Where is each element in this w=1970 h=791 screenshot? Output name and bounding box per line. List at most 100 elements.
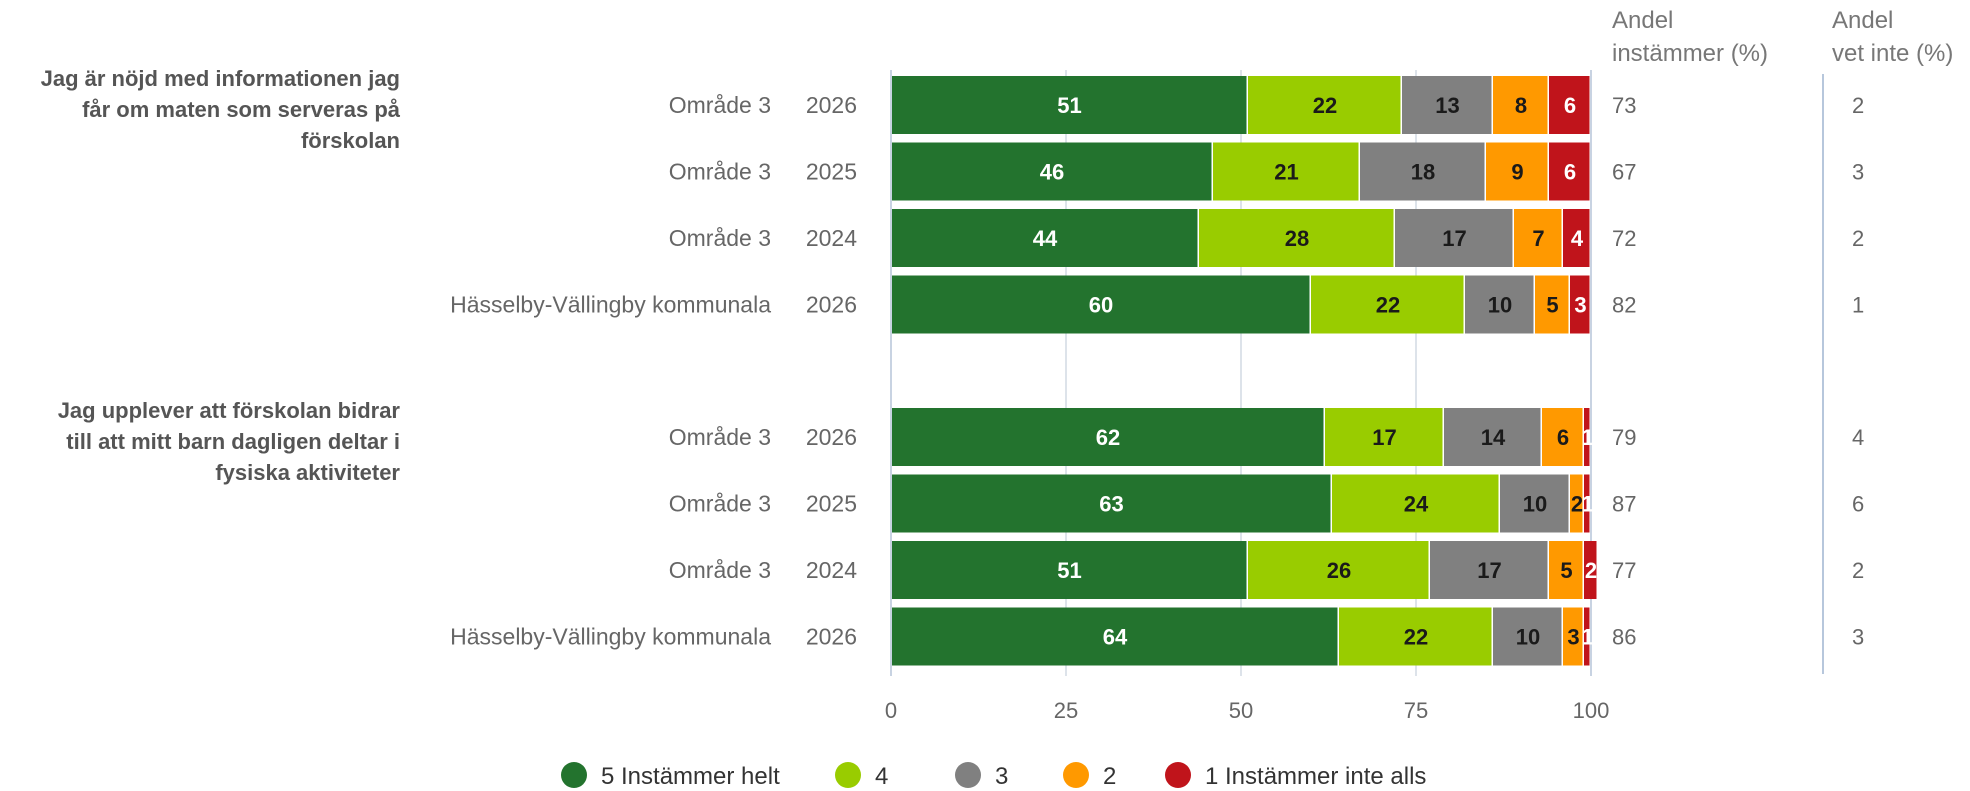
- legend-swatch: [1165, 762, 1191, 788]
- bar-segment: [891, 142, 1212, 201]
- bar-segment: [1584, 408, 1590, 466]
- row-year-label: 2025: [806, 491, 857, 517]
- legend-label: 4: [875, 763, 888, 790]
- bar-value-label: 2: [1585, 558, 1597, 583]
- question-label: får om maten som serveras på: [82, 97, 401, 122]
- dontknow-value: 3: [1852, 625, 1864, 650]
- bar-segment: [1395, 209, 1513, 267]
- legend-label: 2: [1103, 763, 1116, 790]
- bar-segment: [1360, 142, 1485, 201]
- bar-segment: [891, 209, 1198, 267]
- bar-value-label: 9: [1511, 160, 1523, 185]
- bar-segment: [1332, 474, 1499, 533]
- bar-segment: [1465, 275, 1534, 334]
- bar-value-label: 13: [1435, 93, 1459, 118]
- bar-segment: [1549, 142, 1590, 201]
- bar-segment: [891, 607, 1338, 666]
- row-year-label: 2026: [806, 292, 857, 318]
- agree-value: 79: [1612, 425, 1636, 450]
- bar-value-label: 6: [1564, 93, 1576, 118]
- agree-value: 87: [1612, 492, 1636, 517]
- bar-value-label: 17: [1442, 226, 1466, 251]
- bar-value-label: 6: [1557, 425, 1569, 450]
- bar-value-label: 1: [1581, 492, 1593, 517]
- bar-value-label: 64: [1103, 625, 1128, 650]
- bar-segment: [1570, 474, 1583, 533]
- question-label: förskolan: [301, 128, 400, 153]
- bar-value-label: 24: [1404, 492, 1429, 517]
- row-year-label: 2026: [806, 92, 857, 118]
- x-tick-label: 50: [1229, 698, 1253, 723]
- dontknow-value: 2: [1852, 558, 1864, 583]
- agree-header-line2: instämmer (%): [1612, 40, 1768, 67]
- dontknow-value: 1: [1852, 293, 1864, 318]
- dontknow-header-line1: Andel: [1832, 7, 1893, 34]
- bar-value-label: 10: [1516, 625, 1540, 650]
- row-unit-label: Område 3: [669, 557, 771, 583]
- bar-value-label: 44: [1033, 226, 1058, 251]
- bar-segment: [891, 541, 1247, 599]
- dontknow-value: 2: [1852, 226, 1864, 251]
- legend-label: 1 Instämmer inte alls: [1205, 763, 1426, 790]
- dontknow-value: 3: [1852, 160, 1864, 185]
- bar-value-label: 8: [1515, 93, 1527, 118]
- bar-value-label: 10: [1488, 293, 1512, 318]
- agree-header-line1: Andel: [1612, 7, 1673, 34]
- bar-segment: [1584, 541, 1597, 599]
- bar-segment: [1549, 76, 1590, 134]
- bar-segment: [1339, 607, 1492, 666]
- bar-segment: [1584, 607, 1590, 666]
- dontknow-header-line2: vet inte (%): [1832, 40, 1953, 67]
- row-unit-label: Hässelby-Vällingby kommunala: [450, 292, 771, 318]
- bar-value-label: 4: [1571, 226, 1584, 251]
- dontknow-value: 2: [1852, 93, 1864, 118]
- legend-label: 3: [995, 763, 1008, 790]
- dontknow-value: 4: [1852, 425, 1864, 450]
- x-tick-label: 0: [885, 698, 897, 723]
- bar-value-label: 28: [1285, 226, 1309, 251]
- bar-segment: [1549, 541, 1583, 599]
- agree-value: 67: [1612, 160, 1636, 185]
- bar-segment: [1493, 76, 1548, 134]
- bar-segment: [1493, 607, 1562, 666]
- bar-segment: [891, 275, 1310, 334]
- bar-segment: [1311, 275, 1464, 334]
- bar-segment: [1535, 275, 1569, 334]
- bar-value-label: 17: [1477, 558, 1501, 583]
- row-unit-label: Hässelby-Vällingby kommunala: [450, 624, 771, 650]
- legend: 5 Instämmer helt 4 3 2 1 Instämmer inte alls: [561, 762, 1426, 790]
- row-year-label: 2026: [806, 424, 857, 450]
- question-label: Jag upplever att förskolan bidrar: [58, 398, 401, 423]
- agree-value: 86: [1612, 625, 1636, 650]
- bar-segment: [1325, 408, 1443, 466]
- row-unit-label: Område 3: [669, 159, 771, 185]
- bar-value-label: 22: [1376, 293, 1400, 318]
- bar-value-label: 62: [1096, 425, 1120, 450]
- bar-segment: [1486, 142, 1548, 201]
- bar-segment: [1563, 209, 1590, 267]
- bar-value-label: 6: [1564, 160, 1576, 185]
- bar-value-label: 7: [1532, 226, 1544, 251]
- bar-value-label: 21: [1274, 160, 1298, 185]
- bar-value-label: 3: [1574, 293, 1586, 318]
- bar-segment: [1514, 209, 1562, 267]
- agree-value: 82: [1612, 293, 1636, 318]
- dontknow-value: 6: [1852, 492, 1864, 517]
- bar-segment: [1500, 474, 1569, 533]
- bar-segment: [891, 408, 1324, 466]
- bar-value-label: 17: [1372, 425, 1396, 450]
- bar-value-label: 1: [1581, 425, 1593, 450]
- agree-value: 77: [1612, 558, 1636, 583]
- bar-segment: [891, 474, 1331, 533]
- bar-value-label: 14: [1481, 425, 1506, 450]
- bar-segment: [1199, 209, 1394, 267]
- legend-swatch: [955, 762, 981, 788]
- bar-segment: [1584, 474, 1590, 533]
- legend-label: 5 Instämmer helt: [601, 763, 780, 790]
- bar-segment: [1563, 607, 1583, 666]
- x-axis: 0 25 50 75 100: [885, 70, 1609, 723]
- bar-value-label: 18: [1411, 160, 1435, 185]
- bar-segment: [1248, 76, 1401, 134]
- row-unit-label: Område 3: [669, 424, 771, 450]
- legend-swatch: [835, 762, 861, 788]
